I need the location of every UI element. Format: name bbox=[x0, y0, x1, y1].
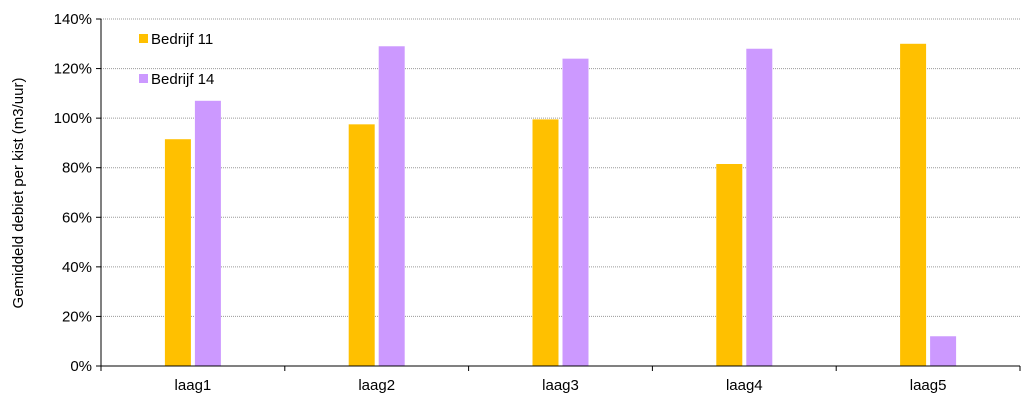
bar-bedrijf-14-laag4 bbox=[746, 48, 773, 366]
y-tick-labels: 0% 20% 40% 60% 80% 100% 120% 140% bbox=[54, 11, 92, 375]
legend-label: Bedrijf 14 bbox=[151, 71, 214, 88]
bar-bedrijf-11-laag3 bbox=[532, 119, 559, 366]
legend: Bedrijf 11 Bedrijf 14 bbox=[139, 31, 214, 88]
y-tick-label: 80% bbox=[62, 160, 92, 177]
y-tick-label: 60% bbox=[62, 209, 92, 226]
bar-bedrijf-11-laag4 bbox=[716, 163, 743, 366]
x-tick-labels: laag1 laag2 laag3 laag4 laag5 bbox=[175, 377, 947, 394]
y-tick-label: 20% bbox=[62, 308, 92, 325]
bars bbox=[164, 43, 957, 367]
bar-bedrijf-11-laag1 bbox=[164, 139, 191, 366]
legend-swatch bbox=[139, 34, 148, 43]
bar-bedrijf-14-laag1 bbox=[194, 100, 221, 367]
x-tick-label: laag5 bbox=[910, 377, 947, 394]
x-tick-label: laag4 bbox=[726, 377, 763, 394]
bar-bedrijf-14-laag5 bbox=[930, 336, 957, 366]
y-tick-label: 40% bbox=[62, 259, 92, 276]
y-tick-label: 120% bbox=[54, 61, 92, 78]
x-tick-label: laag3 bbox=[542, 377, 579, 394]
bar-bedrijf-11-laag2 bbox=[348, 124, 375, 366]
bar-bedrijf-14-laag2 bbox=[378, 46, 405, 367]
x-tick-label: laag1 bbox=[175, 377, 212, 394]
y-tick-label: 0% bbox=[70, 358, 92, 375]
y-tick-label: 100% bbox=[54, 110, 92, 127]
bar-bedrijf-14-laag3 bbox=[562, 58, 589, 367]
gridlines bbox=[101, 18, 1020, 317]
y-tick-label: 140% bbox=[54, 11, 92, 28]
bar-bedrijf-11-laag5 bbox=[900, 43, 927, 367]
axes bbox=[96, 18, 1021, 371]
x-tick-label: laag2 bbox=[358, 377, 395, 394]
legend-label: Bedrijf 11 bbox=[151, 31, 213, 48]
legend-swatch bbox=[139, 74, 148, 83]
y-axis-title: Gemiddeld debiet per kist (m3/uur) bbox=[10, 78, 27, 309]
